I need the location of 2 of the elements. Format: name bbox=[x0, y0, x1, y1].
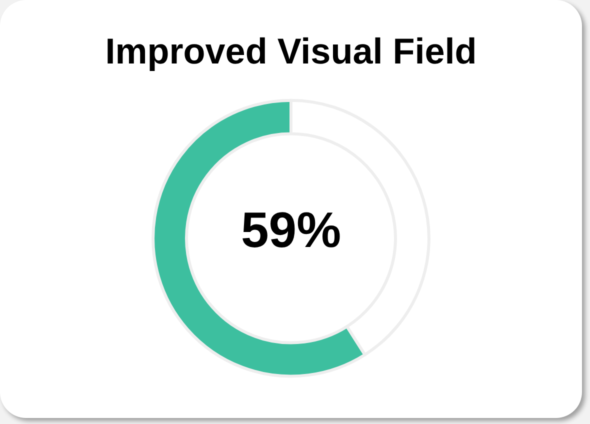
text: 59% bbox=[240, 202, 342, 258]
chart-title: Improved Visual Field bbox=[105, 30, 477, 72]
